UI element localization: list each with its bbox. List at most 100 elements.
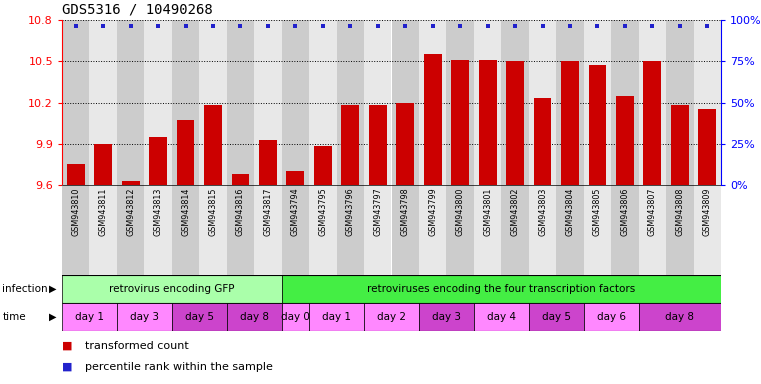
Bar — [227, 303, 282, 331]
Text: day 3: day 3 — [432, 312, 461, 322]
Text: GSM943795: GSM943795 — [318, 188, 327, 237]
Text: day 3: day 3 — [130, 312, 159, 322]
Point — [482, 22, 494, 28]
Text: ▶: ▶ — [49, 312, 56, 322]
Bar — [529, 20, 556, 185]
Text: day 8: day 8 — [240, 312, 269, 322]
Bar — [396, 103, 414, 185]
Bar — [117, 185, 145, 275]
Text: day 5: day 5 — [542, 312, 571, 322]
Text: GSM943801: GSM943801 — [483, 188, 492, 236]
Bar — [62, 303, 117, 331]
Text: ■: ■ — [62, 341, 72, 351]
Bar — [254, 185, 282, 275]
Bar — [584, 185, 611, 275]
Bar — [474, 20, 501, 185]
Bar — [506, 61, 524, 185]
Text: GSM943815: GSM943815 — [209, 188, 218, 236]
Text: percentile rank within the sample: percentile rank within the sample — [84, 362, 272, 372]
Bar — [529, 303, 584, 331]
Bar — [451, 60, 469, 185]
Text: GSM943794: GSM943794 — [291, 188, 300, 236]
Point — [673, 22, 686, 28]
Text: GSM943809: GSM943809 — [702, 188, 712, 236]
Point — [262, 22, 274, 28]
Bar — [693, 185, 721, 275]
Bar — [556, 185, 584, 275]
Text: GSM943797: GSM943797 — [374, 188, 382, 237]
Point — [344, 22, 356, 28]
Point — [591, 22, 603, 28]
Bar — [638, 185, 666, 275]
Text: retrovirus encoding GFP: retrovirus encoding GFP — [109, 284, 234, 294]
Point — [70, 22, 82, 28]
Bar — [90, 185, 117, 275]
Point — [427, 22, 439, 28]
Point — [619, 22, 631, 28]
Bar — [666, 20, 693, 185]
Bar — [227, 185, 254, 275]
Text: GSM943806: GSM943806 — [620, 188, 629, 236]
Text: GSM943812: GSM943812 — [126, 188, 135, 236]
Bar — [644, 61, 661, 185]
Point — [509, 22, 521, 28]
Point — [234, 22, 247, 28]
Bar — [342, 105, 359, 185]
Bar — [479, 60, 496, 185]
Bar — [638, 303, 721, 331]
Bar — [424, 55, 441, 185]
Bar — [282, 185, 309, 275]
Bar — [94, 144, 112, 185]
Point — [207, 22, 219, 28]
Bar — [501, 185, 529, 275]
Text: GSM943808: GSM943808 — [675, 188, 684, 236]
Text: day 2: day 2 — [377, 312, 406, 322]
Bar — [149, 137, 167, 185]
Bar — [419, 303, 474, 331]
Text: GDS5316 / 10490268: GDS5316 / 10490268 — [62, 2, 213, 16]
Text: GSM943802: GSM943802 — [511, 188, 520, 236]
Point — [152, 22, 164, 28]
Bar — [122, 181, 139, 185]
Text: transformed count: transformed count — [84, 341, 189, 351]
Bar — [117, 20, 145, 185]
Text: GSM943810: GSM943810 — [72, 188, 80, 236]
Point — [125, 22, 137, 28]
Text: day 6: day 6 — [597, 312, 626, 322]
Bar — [671, 105, 689, 185]
Bar — [369, 105, 387, 185]
Bar — [501, 20, 529, 185]
Bar — [364, 20, 391, 185]
Bar — [611, 185, 638, 275]
Point — [646, 22, 658, 28]
Text: time: time — [2, 312, 26, 322]
Bar — [336, 185, 364, 275]
Bar — [199, 185, 227, 275]
Bar — [529, 185, 556, 275]
Bar — [474, 185, 501, 275]
Text: GSM943799: GSM943799 — [428, 188, 437, 237]
Point — [564, 22, 576, 28]
Text: day 4: day 4 — [487, 312, 516, 322]
Bar — [227, 20, 254, 185]
Text: infection: infection — [2, 284, 48, 294]
Text: day 1: day 1 — [322, 312, 351, 322]
Bar — [62, 275, 282, 303]
Bar — [533, 98, 552, 185]
Bar — [666, 185, 693, 275]
Text: GSM943805: GSM943805 — [593, 188, 602, 236]
Point — [371, 22, 384, 28]
Bar — [254, 20, 282, 185]
Text: GSM943814: GSM943814 — [181, 188, 190, 236]
Bar — [447, 185, 474, 275]
Text: day 0: day 0 — [281, 312, 310, 322]
Text: GSM943816: GSM943816 — [236, 188, 245, 236]
Bar — [556, 20, 584, 185]
Point — [454, 22, 466, 28]
Text: retroviruses encoding the four transcription factors: retroviruses encoding the four transcrip… — [368, 284, 635, 294]
Bar — [282, 303, 309, 331]
Bar — [145, 185, 172, 275]
Bar — [67, 164, 84, 185]
Bar — [309, 185, 336, 275]
Bar — [588, 65, 607, 185]
